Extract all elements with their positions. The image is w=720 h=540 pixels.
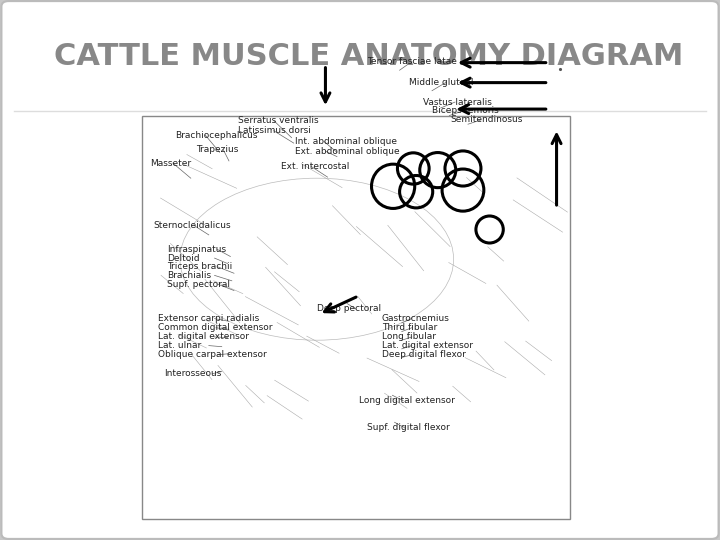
Text: Third fibular: Third fibular [382,323,437,332]
Text: Oblique carpal extensor: Oblique carpal extensor [158,350,267,359]
Text: Lat. digital extensor: Lat. digital extensor [158,333,249,341]
Text: Extensor carpi radialis: Extensor carpi radialis [158,314,260,323]
Text: Lat. ulnar: Lat. ulnar [158,341,202,350]
Text: Ext. intercostal: Ext. intercostal [281,162,349,171]
Text: Sternocleidalicus: Sternocleidalicus [153,221,231,230]
Text: Ext. abdominal oblique: Ext. abdominal oblique [295,147,400,156]
Text: Infraspinatus: Infraspinatus [167,245,226,254]
Text: Biceps femoris: Biceps femoris [432,106,499,115]
Text: Deltoid: Deltoid [167,254,199,262]
Text: Serratus ventralis: Serratus ventralis [238,116,318,125]
Text: Long fibular: Long fibular [382,333,436,341]
Text: Triceps brachii: Triceps brachii [167,262,233,271]
Text: Lat. digital extensor: Lat. digital extensor [382,341,472,350]
Text: Tensor fasciae latae: Tensor fasciae latae [367,57,457,66]
Text: Trapezius: Trapezius [197,145,239,154]
Text: Latissimus dorsi: Latissimus dorsi [238,126,310,135]
Text: Middle gluteal: Middle gluteal [409,78,474,86]
Text: Semitendinosus: Semitendinosus [450,116,523,124]
Text: Masseter: Masseter [150,159,191,167]
Text: Long digital extensor: Long digital extensor [359,396,454,405]
Text: Deep digital flexor: Deep digital flexor [382,350,465,359]
Text: Vastus lateralis: Vastus lateralis [423,98,492,106]
Text: Deep pectoral: Deep pectoral [317,305,381,313]
Text: Interosseous: Interosseous [164,369,222,378]
Text: Brachialis: Brachialis [167,271,211,280]
Text: Int. abdominal oblique: Int. abdominal oblique [295,137,397,146]
FancyBboxPatch shape [142,116,570,519]
Text: CATTLE MUSCLE ANATOMY DIAGRAM: CATTLE MUSCLE ANATOMY DIAGRAM [54,42,683,71]
Text: Supf. pectoral: Supf. pectoral [167,280,230,288]
Text: Common digital extensor: Common digital extensor [158,323,273,332]
Text: Gastrocnemius: Gastrocnemius [382,314,449,323]
Text: Brachiocephalicus: Brachiocephalicus [175,131,258,139]
Text: Supf. digital flexor: Supf. digital flexor [367,423,450,432]
